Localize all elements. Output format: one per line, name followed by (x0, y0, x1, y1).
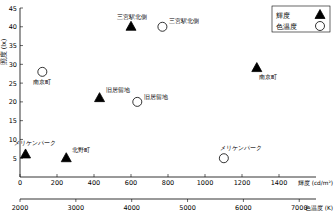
x2-tick (20, 199, 21, 202)
x-tick (168, 174, 169, 177)
x2-axis-title: 色温度 (K) (305, 204, 333, 211)
x-tick-label: 400 (88, 179, 100, 187)
y-tick-label: 5 (13, 155, 17, 163)
x2-tick-label: 6000 (235, 204, 252, 212)
point (158, 22, 167, 31)
x2-tick-label: 5000 (179, 204, 196, 212)
x2-tick (131, 199, 132, 202)
legend-marker (315, 10, 325, 19)
y-tick-label: 40 (9, 23, 17, 31)
x-tick (242, 174, 243, 177)
point-label: 旧居留地 (106, 87, 130, 93)
point-label: 三宮駅北側 (169, 17, 199, 24)
y-tick (20, 83, 23, 84)
legend-box (272, 6, 330, 32)
x2-tick (75, 199, 76, 202)
x2-tick-label: 4000 (123, 204, 140, 212)
y-axis (20, 8, 21, 177)
x2-tick (243, 199, 244, 202)
legend: 輝度色温度 (272, 6, 330, 32)
x-tick-label: 1400 (271, 179, 288, 187)
point-label: 南京町 (259, 73, 277, 80)
point-labels: 三宮駅北側旧居留地南京町メリケンパーク北野町三宮駅北側南京町旧居留地メリケンパー… (14, 13, 277, 153)
point-label: 北野町 (72, 147, 90, 153)
y-tick (20, 64, 23, 65)
point-label: 南京町 (33, 78, 51, 85)
point (252, 63, 262, 72)
x2-axis (20, 199, 316, 200)
y-tick-label: 25 (9, 80, 17, 88)
point (61, 153, 71, 162)
y-tick (20, 45, 23, 46)
x2-tick (299, 199, 300, 202)
y-tick (20, 8, 23, 9)
point-label: メリケンパーク (220, 145, 262, 151)
legend-label: 輝度 (276, 12, 290, 20)
x-tick (20, 174, 21, 177)
point (38, 67, 47, 76)
y-tick-label: 35 (9, 42, 17, 50)
x-tick-label: 800 (162, 179, 174, 187)
point (133, 97, 142, 106)
x2-tick-label: 2000 (12, 204, 29, 212)
point-label: 三宮駅北側 (117, 13, 147, 20)
x-tick (94, 174, 95, 177)
point (219, 154, 228, 163)
x-tick-label: 1200 (234, 179, 251, 187)
x-tick (205, 174, 206, 177)
y-tick-label: 45 (9, 5, 17, 13)
x-tick (57, 174, 58, 177)
y-tick-label: 20 (9, 98, 17, 106)
point (126, 21, 136, 30)
y-axis-title: 照度 (lx) (0, 39, 8, 66)
x-axis-title: 輝度 (cd/m²) (298, 179, 333, 186)
point (95, 93, 105, 102)
x-tick (131, 174, 132, 177)
legend-marker (316, 22, 325, 31)
legend-label: 色温度 (276, 23, 297, 31)
point-label: 旧居留地 (144, 94, 168, 100)
point (21, 149, 31, 158)
chart: 5101520253035404502004006008001000120014… (0, 0, 335, 216)
y-tick (20, 120, 23, 121)
x-tick-label: 1000 (197, 179, 214, 187)
x-tick (279, 174, 280, 177)
x2-tick (187, 199, 188, 202)
y-tick-label: 30 (9, 61, 17, 69)
x2-tick-label: 3000 (68, 204, 85, 212)
plot-area (21, 21, 262, 162)
y-tick (20, 26, 23, 27)
y-tick (20, 101, 23, 102)
x-tick-label: 0 (18, 179, 22, 187)
x-tick-label: 200 (51, 179, 63, 187)
point-label: メリケンパーク (14, 140, 56, 146)
y-tick-label: 15 (9, 117, 17, 125)
x-tick-label: 600 (125, 179, 137, 187)
